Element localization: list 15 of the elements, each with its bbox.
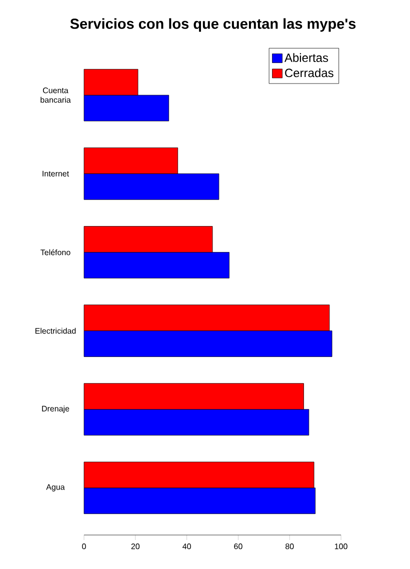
y-tick-label: Internet [42, 170, 69, 176]
y-tick-label: Teléfono [40, 249, 70, 256]
x-tick-label: 20 [131, 544, 140, 550]
y-tick-label: Cuenta bancaria [40, 88, 71, 103]
x-tick-label: 40 [182, 544, 191, 550]
chart-title: Servicios con los que cuentan las mype's [70, 18, 356, 32]
y-tick-label: Electricidad [35, 328, 76, 334]
x-tick-label: 60 [234, 544, 242, 550]
x-tick-label: 0 [82, 544, 86, 550]
legend-label: Cerradas [285, 68, 334, 78]
y-tick-label: Drenaje [42, 406, 70, 414]
y-tick-label: Agua [46, 484, 65, 492]
x-tick-label: 80 [285, 544, 294, 550]
legend-label: Abiertas [284, 53, 328, 62]
x-tick-label: 100 [334, 544, 348, 550]
